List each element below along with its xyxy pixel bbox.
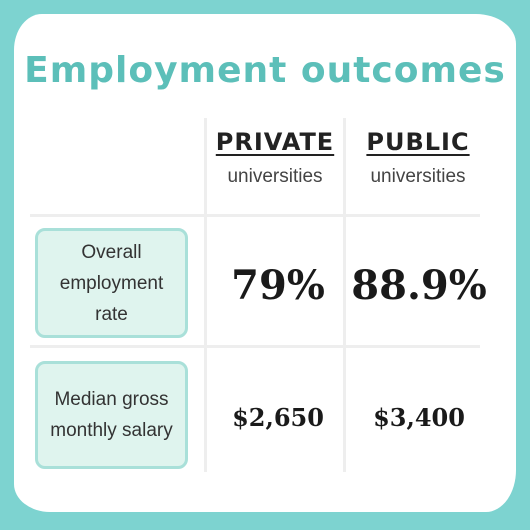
title: Employment outcomes (24, 50, 506, 91)
row-label: Overall employment rate (35, 228, 188, 338)
column-name: PUBLIC (366, 128, 470, 156)
cell-value: 79% (231, 262, 325, 309)
column-subtitle: universities (227, 166, 323, 187)
column-divider (204, 118, 207, 472)
column-subtitle: universities (370, 166, 466, 187)
cell-value: $3,400 (373, 403, 465, 432)
row-divider (30, 345, 480, 348)
row-divider (30, 214, 480, 217)
cell-value: 88.9% (351, 262, 487, 309)
column-divider (343, 118, 346, 472)
row-label: Median gross monthly salary (35, 361, 188, 469)
column-header: PRIVATE universities (205, 128, 345, 188)
cell-value: $2,650 (232, 403, 324, 432)
column-header: PUBLIC universities (348, 128, 488, 188)
column-name: PRIVATE (215, 128, 335, 156)
